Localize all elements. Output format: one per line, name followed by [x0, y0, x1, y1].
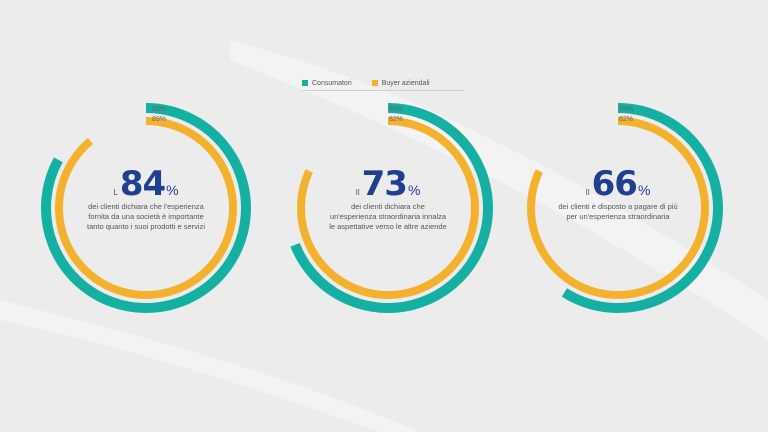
- legend-label-business: Buyer aziendali: [381, 79, 430, 87]
- legend-swatch-teal-icon: [302, 80, 308, 86]
- ring-consumers: [561, 103, 723, 313]
- big-value-prefix: Il: [355, 188, 360, 197]
- ring-business: [297, 117, 479, 299]
- big-value-percent: %: [166, 182, 179, 198]
- chart-legend: Consumatori Buyer aziendali: [302, 76, 464, 91]
- radial-chart-2: 69% 82% Il 73 % dei clienti dichiara che…: [278, 98, 498, 318]
- big-value-prefix: L: [113, 188, 118, 197]
- series-label-business: 82%: [389, 116, 404, 123]
- big-value-percent: %: [407, 182, 421, 198]
- ring-business: [55, 117, 237, 299]
- ring-consumers: [41, 103, 251, 313]
- legend-label-consumers: Consumatori: [312, 79, 352, 87]
- radial-chart-svg: [290, 103, 493, 313]
- legend-swatch-orange-icon: [371, 80, 378, 86]
- chart-description: dei clienti è disposto a pagare di più p…: [558, 202, 678, 221]
- chart-center: Il 73 % dei clienti dichiara che un'espe…: [328, 164, 448, 232]
- radial-chart-svg: [527, 103, 723, 313]
- series-label-consumers: 69%: [389, 106, 404, 113]
- radial-chart-3: 59% 82% Il 66 % dei clienti è disposto a…: [508, 98, 728, 318]
- ring-consumers: [290, 103, 493, 313]
- legend-item-consumers: Consumatori: [302, 80, 352, 87]
- series-label-consumers: 59%: [619, 106, 634, 113]
- big-value-prefix: Il: [585, 188, 590, 197]
- big-value: 84: [119, 164, 166, 204]
- series-label-consumers: 83%: [152, 106, 167, 113]
- series-label-business: 82%: [619, 116, 634, 123]
- series-label-business: 89%: [152, 116, 167, 123]
- big-value: 73: [361, 164, 408, 204]
- chart-description: dei clienti dichiara che l'esperienza fo…: [87, 202, 205, 231]
- ring-business: [527, 117, 709, 299]
- big-value: 66: [591, 164, 638, 204]
- big-value-percent: %: [637, 182, 651, 198]
- chart-center: Il 66 % dei clienti è disposto a pagare …: [558, 164, 678, 222]
- chart-center: L 84 % dei clienti dichiara che l'esperi…: [86, 164, 206, 232]
- legend-item-business: Buyer aziendali: [371, 79, 430, 87]
- chart-description: dei clienti dichiara che un'esperienza s…: [329, 202, 447, 231]
- radial-chart-1: 83% 89% L 84 % dei clienti dichiara che …: [36, 98, 256, 318]
- radial-chart-svg: [41, 103, 251, 313]
